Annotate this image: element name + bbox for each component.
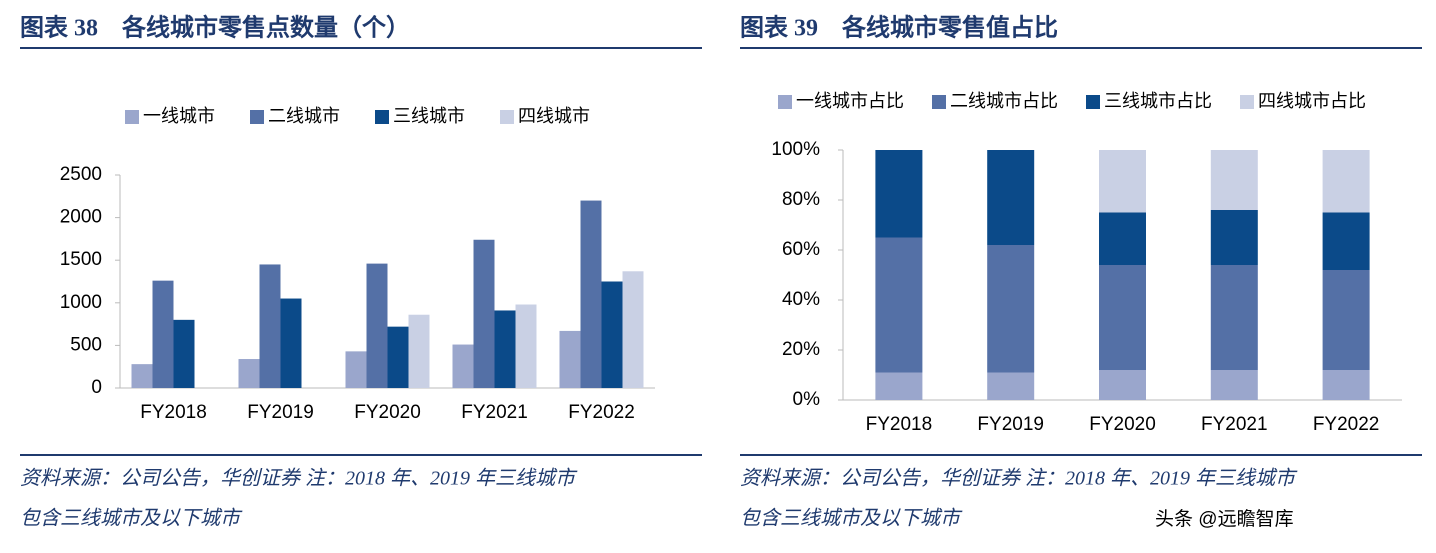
y-tick-label: 2000	[60, 207, 102, 228]
bar	[408, 314, 430, 388]
bar	[494, 310, 516, 388]
y-tick-label: 20%	[782, 339, 820, 360]
title-rule	[20, 47, 702, 49]
y-tick-label: 0	[91, 377, 102, 398]
legend-swatch	[375, 110, 389, 124]
y-tick-label: 80%	[782, 189, 820, 210]
y-tick-label: 2500	[60, 164, 102, 185]
bar-segment	[1210, 370, 1258, 400]
legend-swatch	[1240, 95, 1254, 109]
footnote: 资料来源：公司公告，华创证券 注：2018 年、2019 年三线城市	[740, 468, 1298, 490]
bar-segment	[987, 372, 1035, 400]
y-tick-label: 100%	[771, 139, 820, 160]
bar-segment	[1099, 265, 1146, 370]
bar	[345, 351, 367, 388]
legend-label: 二线城市占比	[950, 91, 1058, 112]
x-tick-label: FY2021	[1201, 414, 1268, 435]
legend-label: 四线城市	[518, 106, 590, 127]
footnote: 资料来源：公司公告，华创证券 注：2018 年、2019 年三线城市	[20, 468, 578, 490]
bar	[559, 330, 581, 388]
title-rule	[740, 47, 1422, 49]
watermark: 头条 @远瞻智库	[1155, 508, 1294, 530]
chart-title: 图表 38 各线城市零售点数量（个）	[20, 14, 410, 42]
legend-swatch	[500, 110, 514, 124]
legend-label: 一线城市占比	[796, 91, 904, 112]
bar-segment	[1322, 150, 1370, 213]
legend-swatch	[1086, 95, 1100, 109]
bar	[601, 281, 623, 388]
bar-segment	[987, 245, 1035, 373]
bar-segment	[1210, 150, 1258, 210]
y-tick-label: 40%	[782, 289, 820, 310]
bar-segment	[1099, 370, 1146, 400]
bar	[366, 263, 388, 388]
x-tick-label: FY2018	[140, 402, 207, 423]
bar-segment	[875, 372, 923, 400]
bar	[622, 271, 644, 388]
x-tick-label: FY2020	[1089, 414, 1156, 435]
bar-segment	[1210, 210, 1258, 265]
y-tick-label: 1500	[60, 249, 102, 270]
x-tick-label: FY2018	[866, 414, 933, 435]
legend-swatch	[250, 110, 264, 124]
bar	[280, 298, 302, 388]
x-tick-label: FY2019	[977, 414, 1044, 435]
y-tick-label: 1000	[60, 292, 102, 313]
footnote: 包含三线城市及以下城市	[20, 508, 243, 530]
bar	[131, 364, 153, 388]
legend-label: 三线城市占比	[1104, 91, 1212, 112]
legend-swatch	[778, 95, 792, 109]
footer-rule	[20, 454, 702, 456]
bar	[452, 344, 474, 388]
y-tick-label: 500	[70, 334, 102, 355]
bar	[515, 304, 537, 388]
legend-label: 一线城市	[143, 106, 215, 127]
legend-label: 二线城市	[268, 106, 340, 127]
bar	[387, 326, 409, 388]
x-tick-label: FY2022	[1313, 414, 1380, 435]
chart-title: 图表 39 各线城市零售值占比	[740, 14, 1058, 42]
y-tick-label: 60%	[782, 239, 820, 260]
legend-swatch	[932, 95, 946, 109]
bar-segment	[1322, 212, 1370, 270]
bar-segment	[875, 237, 923, 373]
bar-segment	[1322, 370, 1370, 400]
x-tick-label: FY2022	[568, 402, 635, 423]
y-tick-label: 0%	[793, 389, 821, 410]
bar-segment	[875, 150, 923, 238]
legend-swatch	[125, 110, 139, 124]
bar-segment	[1322, 270, 1370, 370]
x-tick-label: FY2021	[461, 402, 528, 423]
legend-label: 三线城市	[393, 106, 465, 127]
bar-segment	[1210, 265, 1258, 370]
bar	[473, 239, 495, 388]
bar	[580, 200, 602, 388]
footnote: 包含三线城市及以下城市	[740, 508, 963, 530]
x-tick-label: FY2019	[247, 402, 314, 423]
legend-label: 四线城市占比	[1258, 91, 1366, 112]
bar	[152, 280, 174, 388]
x-tick-label: FY2020	[354, 402, 421, 423]
bar-segment	[1099, 212, 1146, 265]
footer-rule	[740, 454, 1422, 456]
bar	[173, 319, 195, 388]
bar	[238, 359, 260, 388]
bar	[259, 264, 281, 388]
bar-segment	[1099, 150, 1146, 213]
bar-segment	[987, 150, 1035, 245]
